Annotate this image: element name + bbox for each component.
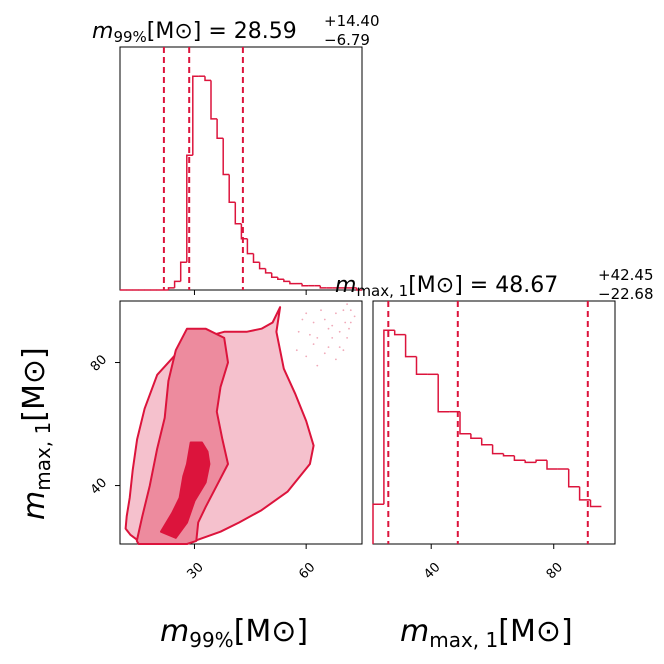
- hist-mmax1-bin: [383, 329, 395, 505]
- scatter-point: [327, 327, 330, 330]
- hist-m99-bin: [258, 262, 266, 270]
- scatter-point: [327, 346, 330, 348]
- scatter-point: [323, 318, 326, 321]
- scatter-point: [305, 312, 308, 315]
- hist-m99-bin: [283, 279, 290, 283]
- hist-m99-bin: [167, 287, 175, 290]
- hist-m99-bin: [289, 281, 296, 285]
- scatter-point: [320, 309, 322, 312]
- hist-mmax1-bin: [470, 433, 482, 439]
- hist-m99-bin: [204, 76, 211, 82]
- scatter-point: [301, 318, 304, 321]
- hist-m99-bin: [216, 118, 224, 139]
- x-mmax1-tick-label: 40: [421, 560, 443, 582]
- hist-m99-bin: [179, 261, 187, 282]
- y-mmax1-tick-label: 80: [88, 352, 110, 374]
- hist-m99-bin: [301, 283, 309, 287]
- scatter-point: [312, 343, 315, 345]
- hist-m99-bin: [252, 253, 260, 263]
- hist-m99-bin: [355, 287, 362, 291]
- scatter-point: [323, 352, 326, 355]
- scatter-layer: [295, 303, 356, 367]
- hist-m99-bin: [277, 277, 284, 281]
- hist-m99-bin: [173, 280, 181, 288]
- scatter-point: [309, 333, 311, 336]
- hist-m99-bin: [264, 268, 272, 274]
- scatter-point: [348, 327, 350, 330]
- title-mmax1: mmax, 1[M⊙] = 48.67: [335, 273, 558, 300]
- ylabel-mmax1: mmax, 1[M⊙]: [17, 347, 55, 520]
- scatter-point: [349, 321, 352, 324]
- title-m99: m99%[M⊙] = 28.59: [92, 19, 297, 46]
- hist-m99-frame: [119, 46, 363, 291]
- scatter-point: [338, 330, 341, 333]
- hist-mmax1-bin: [502, 453, 515, 457]
- hist-mmax1-bin: [524, 460, 537, 464]
- hist-mmax1-bin: [546, 460, 558, 470]
- hist-m99-bin: [234, 202, 242, 225]
- title-m99-err-minus: −6.79: [324, 31, 370, 49]
- contour-middle: [135, 327, 229, 545]
- scatter-point: [353, 315, 356, 318]
- scatter-point: [295, 349, 298, 352]
- scatter-point: [316, 337, 319, 339]
- hist-mmax1-bin: [589, 499, 602, 508]
- title-m99-err-plus: +14.40: [324, 12, 380, 30]
- hist-mmax1-frame: [372, 300, 616, 545]
- hist-m99-bin: [246, 238, 254, 255]
- scatter-point: [338, 346, 341, 348]
- hist-m99-bin: [192, 75, 199, 156]
- hist-m99-layer: [120, 47, 362, 291]
- scatter-point: [342, 349, 345, 352]
- hist-mmax1-bin: [480, 438, 493, 446]
- hist-mmax1-bin: [404, 334, 417, 358]
- hist-mmax1-bin: [437, 374, 450, 413]
- x-mmax1-tick-label: 80: [544, 560, 566, 582]
- y-mmax1-tick-label: 40: [88, 475, 110, 497]
- hist-mmax1-bin: [567, 469, 580, 488]
- scatter-point: [297, 330, 300, 333]
- hist-m99-bin: [319, 285, 327, 289]
- scatter-point: [335, 312, 337, 315]
- contour-inner: [160, 441, 211, 539]
- scatter-point: [349, 309, 352, 312]
- hist-mmax1-bin: [393, 330, 406, 336]
- scatter-point: [346, 303, 348, 305]
- scatter-point: [346, 337, 348, 339]
- hist-m99-bin: [228, 174, 236, 204]
- hist-mmax1-bin: [513, 455, 526, 461]
- xlabel-m99: m99%[M⊙]: [160, 614, 308, 652]
- hist-mmax1-bin: [459, 411, 471, 435]
- hist-mmax1-bin: [372, 503, 384, 544]
- hist-mmax1-bin: [578, 486, 591, 501]
- hist-m99-bin: [186, 154, 193, 263]
- hist-m99-bin: [210, 80, 218, 120]
- scatter-point: [331, 324, 334, 327]
- hist-mmax1-layer: [372, 301, 602, 544]
- x-m99-tick-label: 30: [184, 560, 206, 582]
- x-m99-tick-label: 60: [296, 560, 318, 582]
- hist-mmax1-bin: [535, 459, 547, 463]
- scatter-point: [305, 355, 308, 358]
- scatter-point: [312, 321, 315, 324]
- scatter-point: [331, 337, 334, 339]
- scatter-point: [316, 364, 319, 367]
- hist-mmax1-bin: [415, 356, 428, 376]
- scatter-point: [335, 358, 337, 361]
- joint-2d-frame: [119, 300, 363, 545]
- hist-mmax1-bin: [491, 444, 504, 455]
- hist-m99-bin: [222, 138, 230, 176]
- scatter-point: [342, 309, 345, 312]
- hist-m99-bin: [270, 272, 278, 278]
- scatter-point: [344, 321, 347, 324]
- title-mmax1-err-plus: +42.45: [598, 266, 654, 284]
- contour-layer: [124, 306, 315, 545]
- xlabel-mmax1: mmax, 1[M⊙]: [400, 614, 573, 652]
- title-mmax1-err-minus: −22.68: [598, 285, 654, 303]
- hist-m99-bin: [240, 223, 248, 240]
